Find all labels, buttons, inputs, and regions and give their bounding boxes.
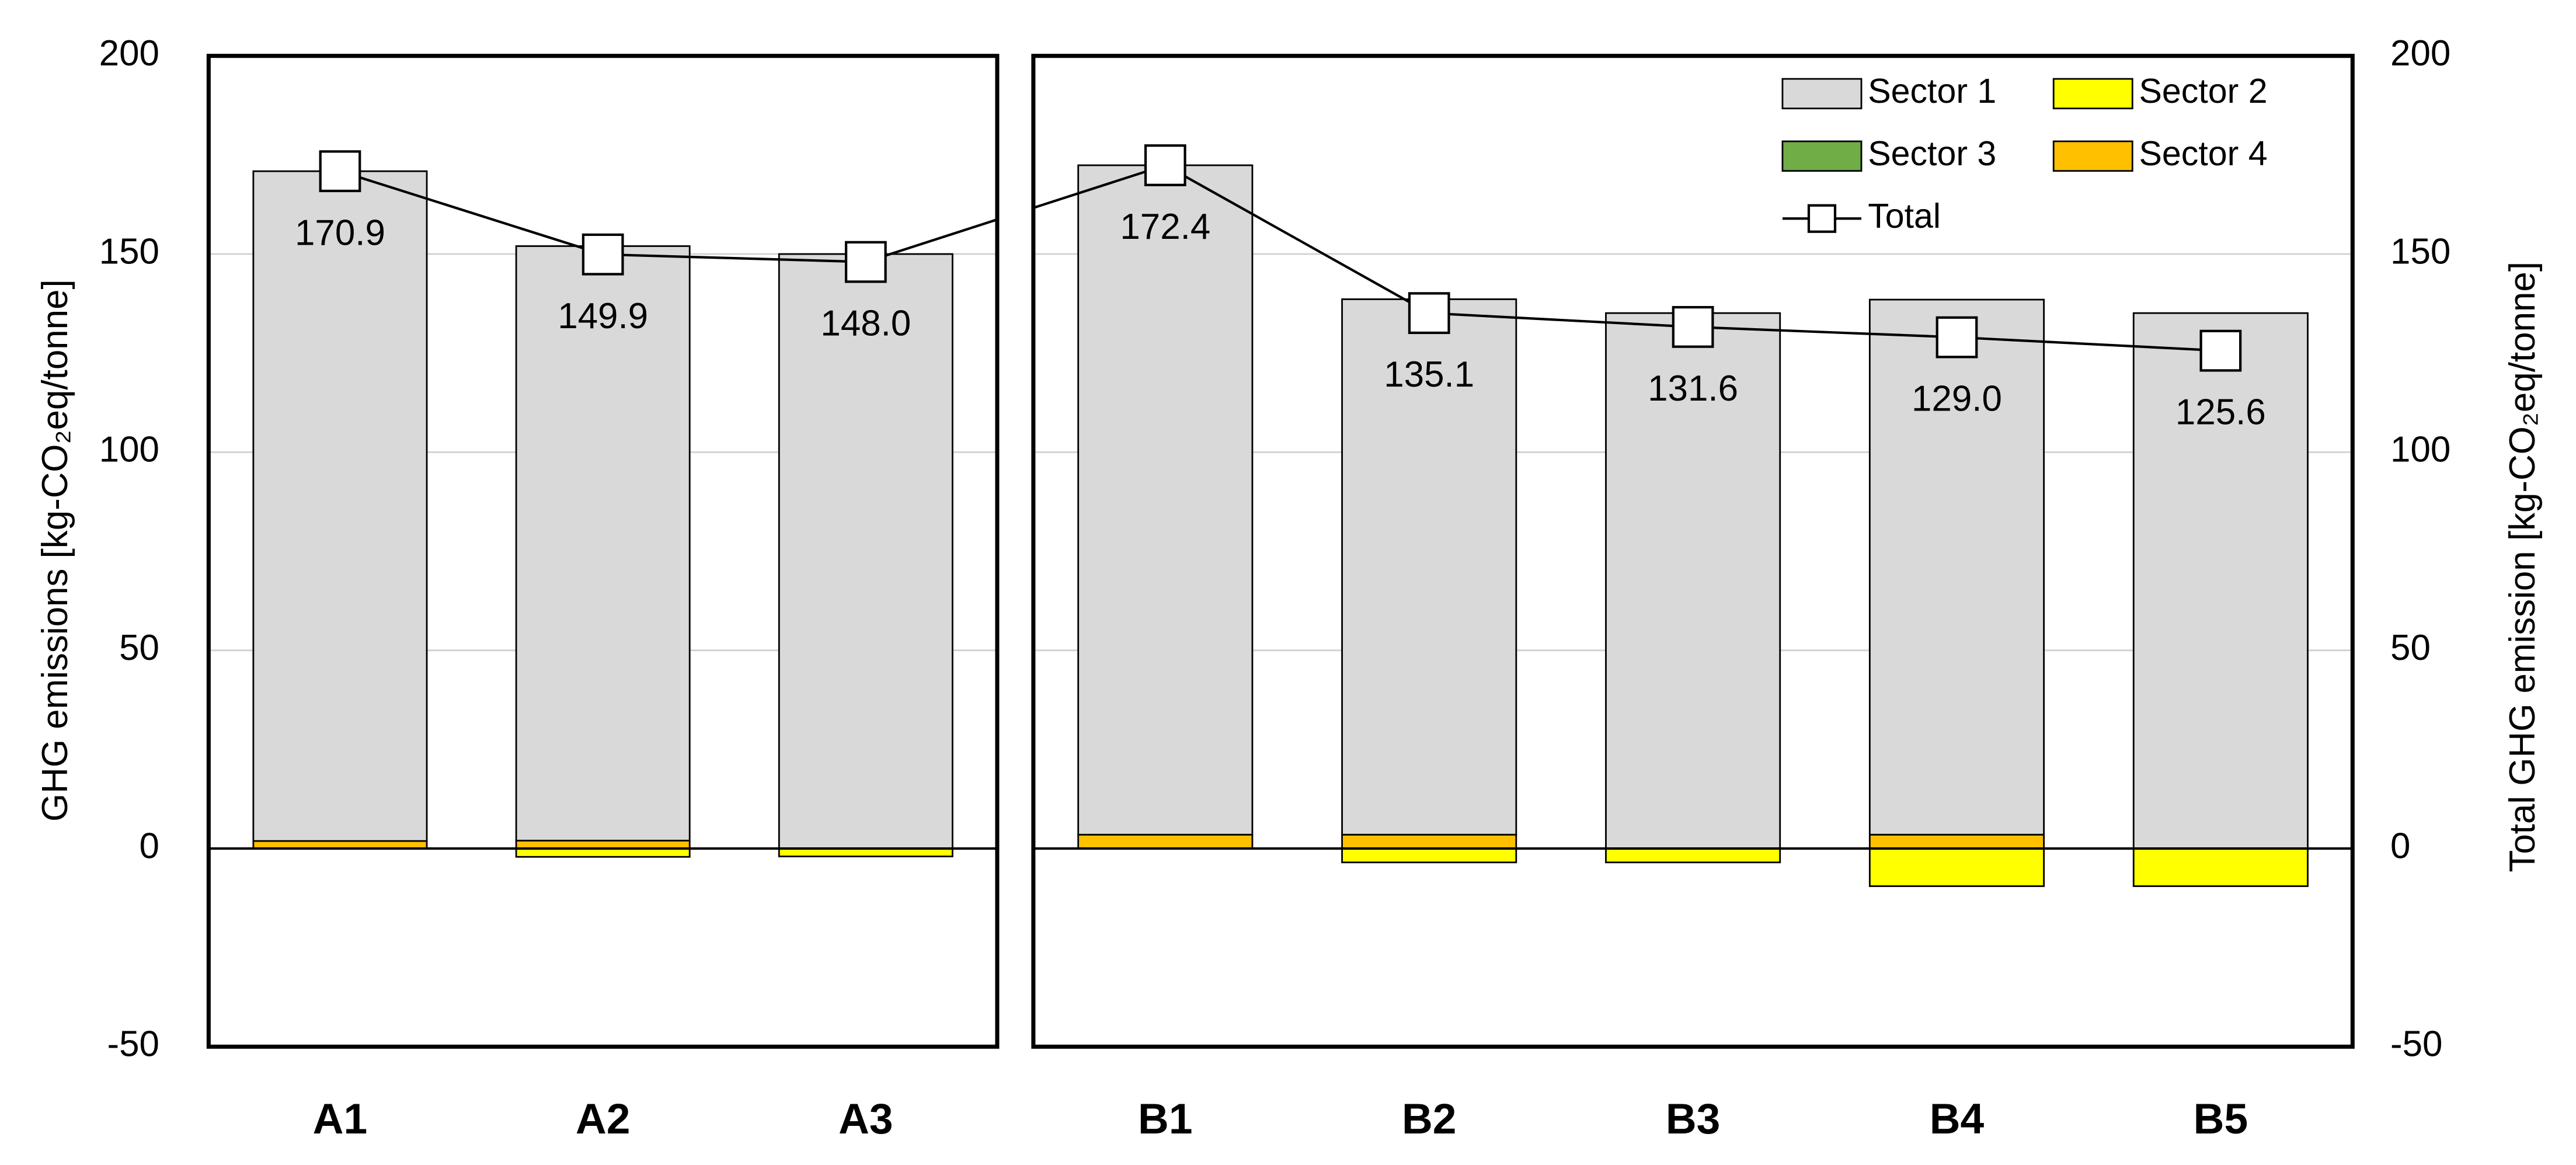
panel-frame (206, 54, 1000, 1049)
legend-label: Sector 3 (1868, 134, 1996, 173)
data-label: 129.0 (1912, 379, 2002, 419)
bar-segment (1341, 847, 1517, 864)
total-marker (319, 150, 361, 193)
legend-swatch (2052, 78, 2133, 110)
data-label: 125.6 (2175, 392, 2266, 433)
y-tick-label: 0 (140, 826, 159, 866)
x-tick-label: A3 (838, 1095, 893, 1143)
x-tick-label: B1 (1138, 1095, 1193, 1143)
y2-axis-label: Total GHG emission [kg-CO₂eq/tonne] (2502, 262, 2543, 872)
total-line (339, 164, 2221, 352)
bar-segment (2132, 847, 2309, 887)
y-axis-label: GHG emissions [kg-CO₂eq/tonne] (35, 279, 75, 822)
y2-tick-label: 100 (2390, 430, 2450, 470)
legend-swatch (1781, 140, 1863, 172)
total-marker (1144, 144, 1186, 186)
legend-label: Total (1868, 197, 1941, 235)
x-tick-label: A2 (576, 1095, 631, 1143)
bar-segment (252, 170, 428, 842)
bar-segment (778, 253, 953, 850)
bar-segment (1868, 298, 2045, 836)
legend-label: Sector 2 (2139, 72, 2268, 110)
y2-tick-label: 50 (2390, 628, 2431, 668)
panel-frame (1031, 54, 2355, 1049)
x-tick-label: B2 (1402, 1095, 1457, 1143)
bar-segment (1077, 833, 1254, 850)
bar-segment (1868, 833, 2045, 850)
total-marker (582, 233, 624, 276)
data-label: 149.9 (558, 296, 648, 336)
data-label: 172.4 (1120, 207, 1210, 247)
legend-label: Sector 4 (2139, 134, 2268, 173)
data-label: 170.9 (295, 213, 385, 253)
bar-segment (1868, 847, 2045, 887)
data-label: 135.1 (1384, 354, 1474, 395)
total-marker (1936, 316, 1978, 359)
data-label: 148.0 (820, 304, 911, 344)
total-marker (1672, 306, 1714, 348)
y-tick-label: 100 (99, 430, 159, 470)
y2-tick-label: 200 (2390, 33, 2450, 74)
bar-segment (1341, 298, 1517, 836)
total-marker (2199, 329, 2242, 372)
bar-segment (1341, 833, 1517, 850)
y-tick-label: -50 (107, 1024, 159, 1065)
bar-segment (1077, 164, 1254, 836)
x-tick-label: A1 (313, 1095, 368, 1143)
bar-segment (515, 847, 691, 858)
data-label: 131.6 (1648, 368, 1738, 409)
bar-segment (1605, 847, 1781, 864)
total-marker (1408, 292, 1450, 335)
legend-label: Sector 1 (1868, 72, 1996, 110)
y2-tick-label: -50 (2390, 1024, 2442, 1065)
legend-swatch (1781, 78, 1863, 110)
x-tick-label: B4 (1930, 1095, 1985, 1143)
legend-marker (1807, 204, 1837, 233)
y-tick-label: 150 (99, 231, 159, 272)
y-tick-label: 50 (119, 628, 159, 668)
x-tick-label: B5 (2194, 1095, 2248, 1143)
y2-tick-label: 0 (2390, 826, 2410, 866)
x-tick-label: B3 (1666, 1095, 1721, 1143)
y2-tick-label: 150 (2390, 231, 2450, 272)
legend-swatch (2052, 140, 2133, 172)
total-marker (844, 241, 887, 283)
y-tick-label: 200 (99, 33, 159, 74)
